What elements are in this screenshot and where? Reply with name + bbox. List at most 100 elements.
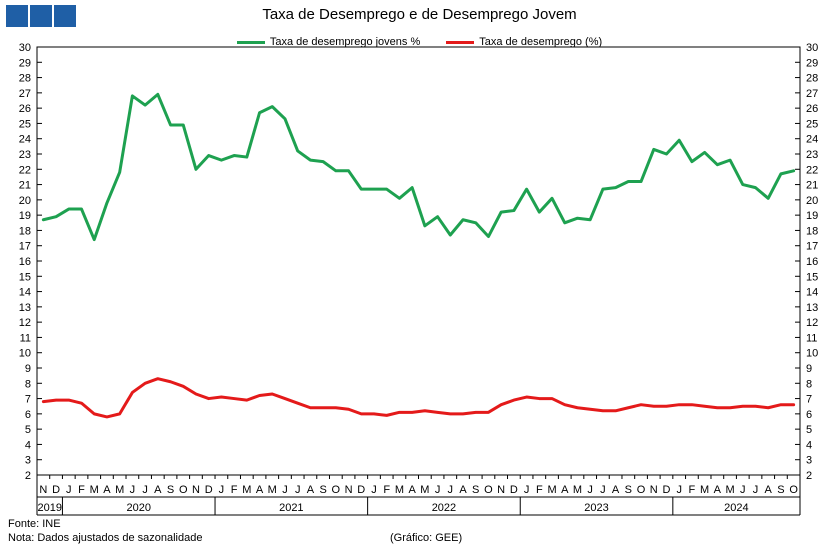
x-month-label: O — [789, 484, 798, 496]
series-0-point — [220, 159, 223, 161]
series-0-point — [780, 173, 782, 175]
y-tick-label-right: 29 — [806, 57, 818, 69]
series-0-point — [335, 170, 337, 172]
series-0-point — [614, 186, 617, 189]
y-tick-label-left: 13 — [19, 302, 31, 314]
y-tick-label-left: 25 — [19, 118, 31, 130]
y-tick-label-left: 6 — [25, 409, 31, 421]
series-0-point — [424, 225, 426, 227]
series-1-point — [602, 410, 604, 412]
x-month-label: N — [497, 484, 505, 496]
x-month-label: A — [154, 484, 162, 496]
x-month-label: J — [448, 484, 454, 496]
y-tick-label-left: 28 — [19, 73, 31, 85]
y-tick-label-left: 22 — [19, 164, 31, 176]
x-month-label: M — [395, 484, 404, 496]
series-0-point — [474, 221, 477, 224]
x-month-label: J — [435, 484, 441, 496]
y-tick-label-right: 21 — [806, 180, 818, 192]
series-1-point — [716, 406, 719, 409]
x-month-label: J — [587, 484, 593, 496]
adjustment-note: Nota: Dados ajustados de sazonalidade — [8, 532, 203, 544]
series-0-point — [309, 159, 312, 161]
y-tick-label-right: 14 — [806, 287, 818, 299]
y-tick-label-right: 7 — [806, 394, 812, 406]
series-0-point — [207, 154, 210, 157]
series-1-point — [80, 402, 83, 404]
series-1-point — [436, 411, 439, 414]
series-1-point — [614, 410, 617, 412]
series-1-point — [652, 405, 655, 408]
legend-item-youth: Taxa de desemprego jovens % — [236, 36, 420, 48]
series-1-point — [729, 406, 731, 409]
y-tick-label-right: 15 — [806, 271, 818, 283]
series-1-point — [741, 405, 744, 408]
x-month-label: N — [345, 484, 353, 496]
y-tick-label-right: 28 — [806, 73, 818, 85]
x-month-label: S — [625, 484, 632, 496]
x-month-label: A — [408, 484, 416, 496]
series-1-point — [258, 394, 261, 397]
series-1-point — [525, 396, 528, 398]
x-month-label: A — [307, 484, 315, 496]
x-month-label: J — [753, 484, 759, 496]
y-tick-label-right: 2 — [806, 470, 812, 482]
series-1-point — [563, 403, 566, 406]
series-1-point — [576, 406, 579, 409]
x-month-label: J — [676, 484, 682, 496]
logo-block-3 — [54, 5, 76, 27]
series-1-point — [284, 397, 286, 400]
series-0-point — [118, 171, 121, 174]
x-month-label: M — [420, 484, 429, 496]
chart-title: Taxa de Desemprego e de Desemprego Jovem — [262, 6, 577, 23]
series-0-point — [640, 180, 642, 183]
x-month-label: D — [357, 484, 365, 496]
series-0-point — [258, 111, 261, 114]
legend-swatch-youth — [236, 40, 265, 44]
series-1-point — [551, 397, 553, 400]
y-tick-label-right: 10 — [806, 348, 818, 360]
series-0-point — [703, 151, 706, 154]
series-0-point — [271, 105, 274, 108]
series-1-point — [322, 406, 324, 409]
series-1-point — [118, 413, 121, 415]
x-month-label: J — [371, 484, 377, 496]
series-0-point — [665, 153, 668, 155]
x-month-label: F — [383, 484, 390, 496]
series-0-point — [93, 238, 96, 241]
series-1-point — [474, 411, 477, 414]
legend-item-total: Taxa de desemprego (%) — [446, 36, 602, 48]
y-tick-label-right: 16 — [806, 256, 818, 268]
series-1-point — [754, 405, 757, 408]
y-tick-label-left: 9 — [25, 363, 31, 375]
y-tick-label-right: 17 — [806, 241, 818, 253]
series-0-point — [233, 154, 235, 157]
series-0-point — [652, 148, 655, 151]
series-0-point — [462, 218, 464, 221]
y-tick-label-right: 18 — [806, 225, 818, 237]
x-month-label: A — [561, 484, 569, 496]
x-month-label: O — [179, 484, 188, 496]
series-1-point — [55, 399, 57, 401]
x-month-label: M — [115, 484, 124, 496]
series-0-point — [385, 188, 388, 190]
series-1-point — [182, 385, 185, 388]
y-tick-label-left: 11 — [20, 332, 31, 344]
x-month-label: O — [332, 484, 341, 496]
y-tick-label-left: 19 — [19, 210, 31, 222]
series-0-point — [67, 208, 70, 210]
x-month-label: F — [689, 484, 696, 496]
x-month-label: J — [282, 484, 288, 496]
x-month-label: M — [242, 484, 251, 496]
y-tick-label-left: 4 — [25, 439, 31, 451]
series-1-point — [513, 399, 515, 401]
y-tick-label-right: 24 — [806, 134, 818, 146]
y-tick-label-left: 26 — [19, 103, 31, 115]
series-0-point — [144, 104, 146, 106]
series-0-point — [716, 163, 719, 166]
series-1-point — [195, 393, 197, 395]
x-month-label: F — [231, 484, 238, 496]
y-tick-label-left: 10 — [19, 348, 31, 360]
y-tick-label-left: 30 — [19, 42, 31, 54]
series-1-point — [703, 405, 706, 408]
